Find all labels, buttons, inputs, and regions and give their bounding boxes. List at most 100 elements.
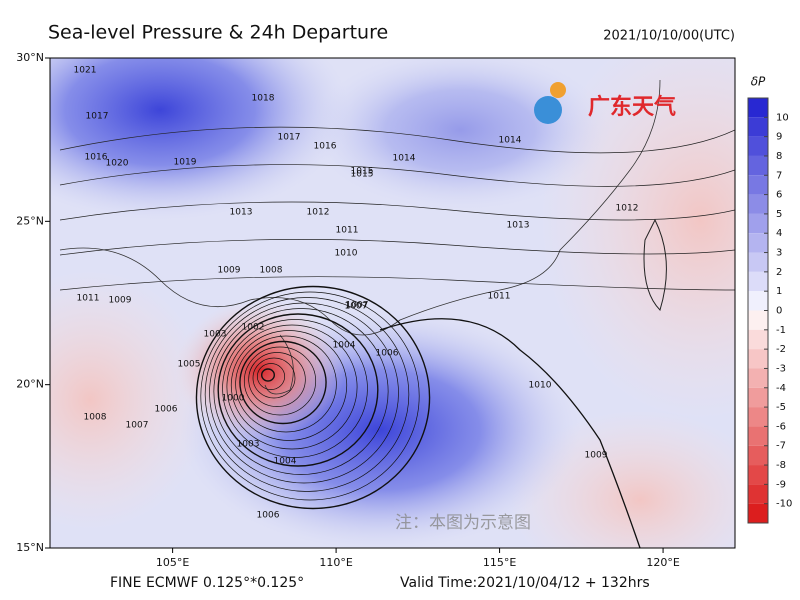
- x-tick-label: 120°E: [646, 556, 679, 569]
- isobar-label: 1010: [335, 249, 358, 259]
- logo-sun: [550, 82, 566, 98]
- colorbar-swatch: [748, 445, 768, 466]
- isobar-label: 1014: [393, 154, 416, 164]
- colorbar-swatch: [748, 117, 768, 137]
- isobar: [379, 318, 641, 548]
- colorbar-swatch: [748, 213, 768, 234]
- colorbar-swatch: [748, 271, 768, 292]
- coastline: [59, 79, 661, 336]
- isobars: [59, 126, 735, 548]
- colorbar-tick-label: -6: [776, 421, 786, 432]
- isobar: [204, 297, 410, 492]
- isobar-label: 1008: [84, 413, 107, 423]
- isobar-label: 1005: [178, 360, 201, 370]
- colorbar-swatch: [748, 233, 768, 253]
- map-date: 2021/10/10/00(UTC): [603, 29, 735, 44]
- colorbar-swatch: [748, 426, 768, 446]
- colorbar-tick-label: -9: [776, 479, 786, 490]
- isobar: [200, 291, 420, 501]
- isobar: [195, 285, 431, 510]
- colorbar-swatch: [748, 465, 768, 485]
- isobar-label: 1015: [351, 170, 374, 180]
- colorbar-swatch: [748, 98, 768, 118]
- isobar-label: 1020: [106, 159, 129, 169]
- x-tick-label: 110°E: [319, 556, 352, 569]
- isobar-label: 1007: [126, 421, 149, 431]
- colorbar-tick-label: 8: [776, 151, 782, 162]
- isobar-label: 1008: [260, 266, 283, 276]
- coastline: [264, 334, 294, 395]
- axes: 105°E 110°E 115°E 120°E 15°N 20°N 25°N 30°N: [16, 51, 680, 569]
- isobar: [243, 346, 317, 416]
- cold-area: [50, 58, 350, 220]
- colorbar-tick-label: 10: [776, 112, 789, 123]
- colorbar-swatch: [748, 407, 768, 427]
- isobar-label: 1014: [499, 136, 522, 146]
- colorbar-tick-label: 7: [776, 170, 782, 181]
- colorbar-swatch: [748, 291, 768, 311]
- colorbar-tick-label: -1: [776, 325, 786, 336]
- colorbar-tick-label: -10: [776, 499, 792, 510]
- colorbar-tick-label: -7: [776, 441, 786, 452]
- isobar-label: 1009: [109, 296, 132, 306]
- isobar: [239, 340, 327, 425]
- isobar: [261, 368, 276, 382]
- y-tick-label: 25°N: [16, 214, 44, 227]
- isobar-label: 1009: [218, 266, 241, 276]
- isobar-label: 1006: [155, 405, 178, 415]
- isobar: [226, 324, 358, 450]
- colorbar-tick-label: 6: [776, 190, 782, 201]
- isobar-label: 1017: [86, 112, 109, 122]
- watermark: 注：本图为示意图: [395, 513, 531, 533]
- isobar-label: 1004: [274, 457, 297, 467]
- colorbar-tick-label: 0: [776, 306, 782, 317]
- colorbar-swatch: [748, 252, 768, 272]
- map-title: Sea-level Pressure & 24h Departure: [48, 22, 388, 44]
- isobar-label: 1016: [85, 153, 108, 163]
- isobar-label: 1000: [222, 394, 245, 404]
- colorbar-tick-label: 2: [776, 267, 782, 278]
- isobar-label: 1012: [307, 208, 330, 218]
- colorbar-tick-label: -5: [776, 402, 786, 413]
- isobar: [59, 126, 735, 154]
- colorbar-swatch: [748, 503, 768, 523]
- isobar: [230, 330, 348, 441]
- isobar: [235, 335, 337, 433]
- isobar-label: 1003: [237, 440, 260, 450]
- y-tick-label: 30°N: [16, 51, 44, 64]
- isobar-label: 1007: [345, 302, 368, 312]
- isobar-label: 1010: [529, 381, 552, 391]
- isobar-label: 1016: [314, 142, 337, 152]
- logo-text: 广东天气: [588, 94, 676, 120]
- isobar-label: 1011: [77, 294, 100, 304]
- isobar-label: 1011: [488, 292, 511, 302]
- isobar-label: 1004: [333, 341, 356, 351]
- y-tick-label: 15°N: [16, 541, 44, 554]
- isobar: [59, 239, 735, 256]
- colorbar-swatch: [748, 349, 768, 369]
- colorbar-swatch: [748, 368, 768, 388]
- isobar-label: 1017: [278, 133, 301, 143]
- colorbar-swatch: [748, 484, 768, 504]
- isobar-label: 1009: [585, 451, 608, 461]
- warm-area: [50, 270, 210, 530]
- colorbar-label: δP: [751, 75, 766, 89]
- colorbar-tick-label: -2: [776, 344, 786, 355]
- footer-valid: Valid Time:2021/10/04/12 + 132hrs: [400, 575, 650, 591]
- x-tick-label: 115°E: [483, 556, 516, 569]
- colorbar-swatch: [748, 194, 768, 214]
- colorbar-tick-label: 9: [776, 132, 782, 143]
- colorbar-swatch: [748, 329, 768, 350]
- isobar-label: 1003: [204, 330, 227, 340]
- isobar: [222, 319, 368, 458]
- isobar: [59, 276, 735, 291]
- y-tick-label: 20°N: [16, 378, 44, 391]
- colorbar-swatch: [748, 136, 768, 156]
- colorbar-tick-label: 4: [776, 228, 782, 239]
- isobar-label: 1013: [230, 208, 253, 218]
- isobar: [217, 313, 379, 467]
- isobar-label: 1021: [74, 66, 97, 76]
